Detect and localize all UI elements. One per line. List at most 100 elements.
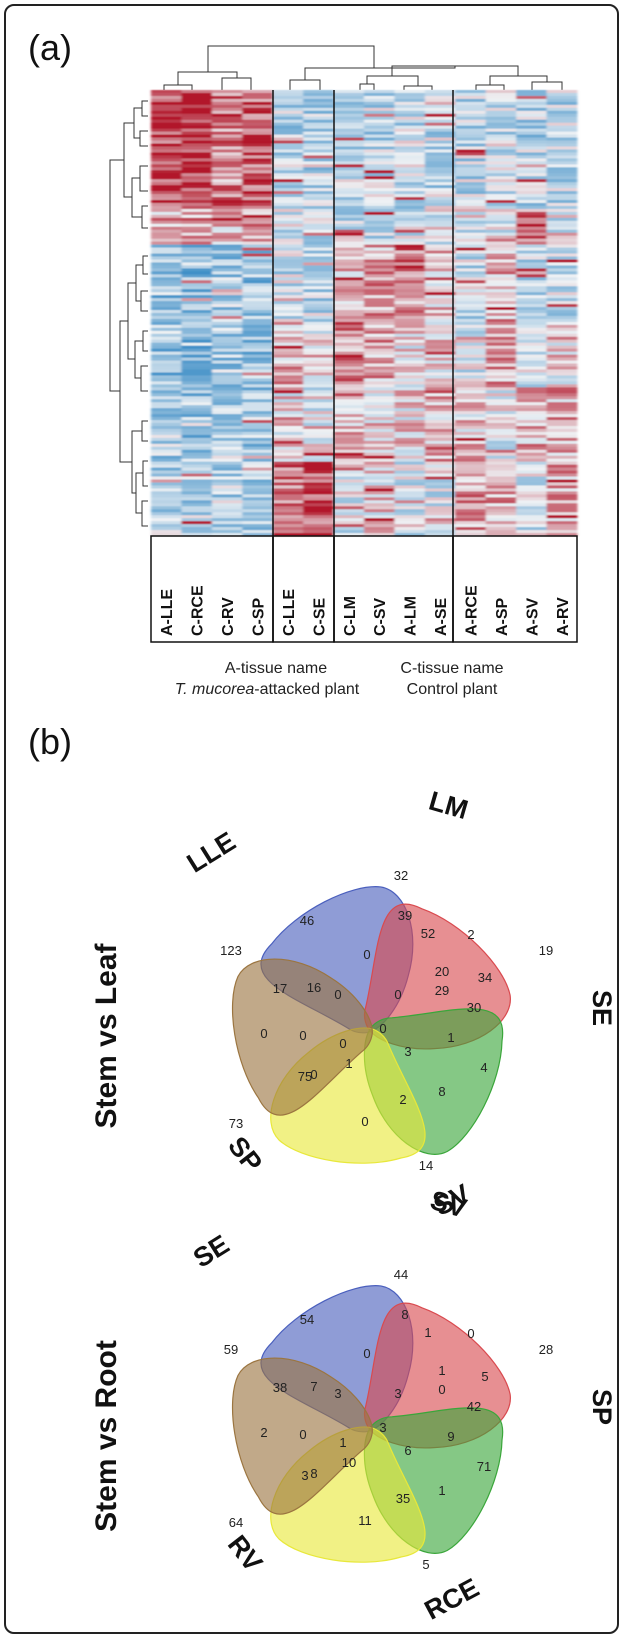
- heatmap-cell: [394, 259, 426, 263]
- heatmap-cell: [242, 396, 274, 400]
- heatmap-cell: [272, 283, 304, 287]
- heatmap-cell: [272, 161, 304, 165]
- heatmap-cell: [455, 98, 487, 103]
- heatmap-cell: [394, 95, 426, 100]
- heatmap-cell: [151, 399, 182, 403]
- heatmap-cell: [242, 497, 274, 501]
- heatmap-cell: [303, 324, 334, 329]
- heatmap-cell: [181, 357, 213, 361]
- heatmap-cell: [333, 428, 365, 433]
- heatmap-cell: [211, 265, 243, 269]
- heatmap-cell: [364, 113, 395, 118]
- heatmap-cell: [333, 482, 365, 486]
- heatmap-cell: [424, 399, 456, 403]
- heatmap-cell: [546, 140, 578, 144]
- heatmap-cell: [242, 131, 274, 135]
- heatmap-cell: [424, 342, 456, 347]
- heatmap-cell: [151, 452, 182, 457]
- heatmap-cell: [485, 146, 517, 150]
- heatmap-cell: [394, 378, 426, 382]
- heatmap-cell: [151, 402, 182, 406]
- heatmap-cell: [211, 440, 243, 445]
- heatmap-cell: [181, 176, 213, 180]
- heatmap-cell: [151, 104, 182, 109]
- heatmap-cell: [242, 452, 274, 457]
- heatmap-cell: [151, 250, 182, 254]
- heatmap-cell: [424, 214, 456, 219]
- heatmap-cell: [364, 491, 395, 495]
- heatmap-cell: [211, 479, 243, 483]
- heatmap-cell: [333, 98, 365, 103]
- caption-species: T. mucorea: [175, 681, 255, 698]
- heatmap-cell: [485, 512, 517, 516]
- heatmap-cell: [242, 211, 274, 216]
- heatmap-cell: [546, 197, 578, 201]
- heatmap-cell: [272, 434, 304, 439]
- heatmap-cell: [546, 452, 578, 457]
- heatmap-cell: [272, 286, 304, 290]
- heatmap-cell: [546, 491, 578, 495]
- heatmap-cell: [394, 301, 426, 305]
- heatmap-cell: [455, 149, 487, 153]
- heatmap-cell: [546, 321, 578, 326]
- heatmap-cell: [424, 506, 456, 510]
- heatmap-cell: [516, 310, 547, 314]
- heatmap-cell: [303, 262, 334, 266]
- heatmap-cell: [151, 339, 182, 344]
- heatmap-cell: [364, 423, 395, 427]
- heatmap-cell: [242, 205, 274, 210]
- heatmap-cell: [211, 164, 243, 168]
- heatmap-cell: [424, 402, 456, 406]
- heatmap-cell: [211, 104, 243, 109]
- heatmap-cell: [455, 152, 487, 156]
- venn-count: 34: [478, 970, 492, 985]
- heatmap-cell: [151, 185, 182, 189]
- heatmap-cell: [455, 101, 487, 106]
- heatmap-cell: [151, 342, 182, 347]
- heatmap-cell: [364, 307, 395, 311]
- heatmap-cell: [181, 205, 213, 210]
- heatmap-cell: [181, 90, 213, 94]
- heatmap-cell: [485, 324, 517, 329]
- heatmap-cell: [424, 176, 456, 180]
- heatmap-cell: [272, 530, 304, 534]
- heatmap-cell: [364, 315, 395, 320]
- heatmap-cell: [272, 194, 304, 198]
- heatmap-cell: [303, 256, 334, 260]
- heatmap-cell: [424, 244, 456, 248]
- heatmap-cell: [272, 482, 304, 486]
- heatmap-cell: [516, 90, 547, 94]
- heatmap-cell: [272, 208, 304, 213]
- heatmap-cell: [272, 185, 304, 189]
- heatmap-cell: [333, 485, 365, 489]
- heatmap-cell: [455, 431, 487, 436]
- heatmap-cell: [151, 527, 182, 531]
- heatmap-cell: [272, 509, 304, 513]
- heatmap-cell: [364, 310, 395, 314]
- heatmap-cell: [242, 95, 274, 100]
- heatmap-cell: [303, 375, 334, 379]
- heatmap-cell: [181, 164, 213, 168]
- heatmap-cell: [546, 512, 578, 516]
- heatmap-cell: [151, 152, 182, 156]
- heatmap-cell: [303, 194, 334, 198]
- heatmap-cell: [424, 253, 456, 257]
- heatmap-cell: [485, 280, 517, 284]
- heatmap-cell: [424, 98, 456, 103]
- heatmap-cell: [546, 256, 578, 260]
- heatmap-cell: [242, 107, 274, 112]
- heatmap-cell: [394, 533, 426, 537]
- heatmap-cell: [546, 488, 578, 492]
- heatmap-cell: [364, 161, 395, 165]
- heatmap-cell: [424, 116, 456, 121]
- heatmap-cell: [485, 366, 517, 370]
- heatmap-cell: [211, 485, 243, 489]
- heatmap-cell: [151, 360, 182, 364]
- heatmap-cell: [272, 238, 304, 242]
- venn-count: 1: [339, 1435, 346, 1450]
- heatmap-cell: [516, 339, 547, 344]
- heatmap-cell: [455, 485, 487, 489]
- heatmap-cell: [516, 321, 547, 326]
- heatmap-cell: [455, 324, 487, 329]
- heatmap-cell: [364, 443, 395, 448]
